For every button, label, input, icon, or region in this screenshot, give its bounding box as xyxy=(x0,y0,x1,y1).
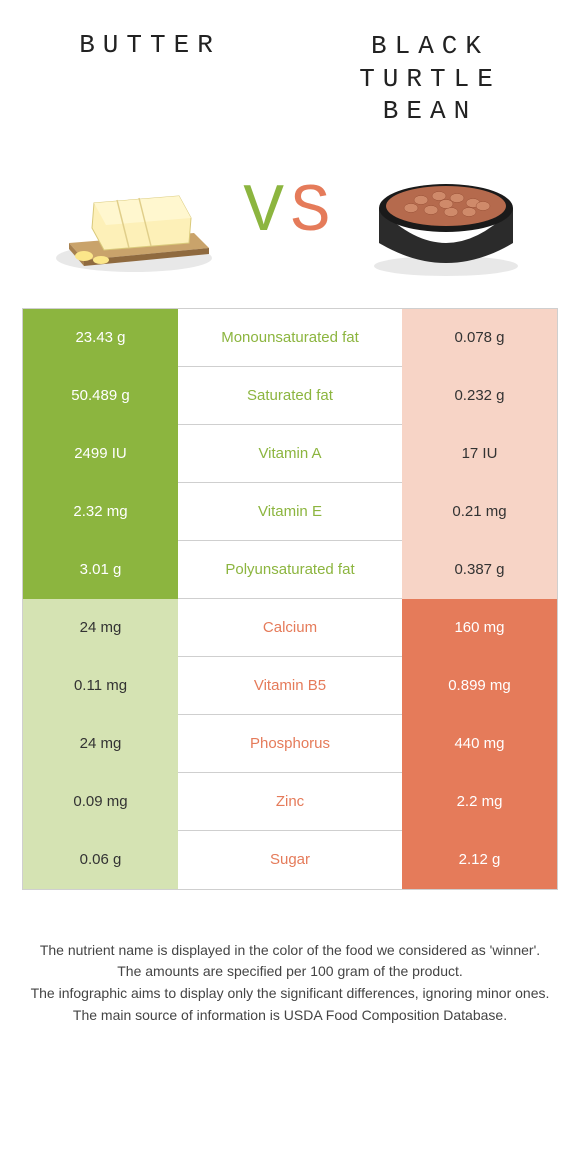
table-row: 50.489 gSaturated fat0.232 g xyxy=(23,367,557,425)
nutrient-name: Saturated fat xyxy=(178,367,402,425)
table-row: 0.06 gSugar2.12 g xyxy=(23,831,557,889)
footer-notes: The nutrient name is displayed in the co… xyxy=(0,890,580,1027)
right-value: 0.21 mg xyxy=(402,483,557,541)
header: BUTTER BLACK TURTLE BEAN xyxy=(0,0,580,138)
left-value: 3.01 g xyxy=(23,541,178,599)
left-value: 0.09 mg xyxy=(23,773,178,831)
nutrient-name: Zinc xyxy=(178,773,402,831)
nutrient-name: Vitamin B5 xyxy=(178,657,402,715)
hero-row: VS xyxy=(0,138,580,308)
left-value: 2499 IU xyxy=(23,425,178,483)
table-row: 2499 IUVitamin A17 IU xyxy=(23,425,557,483)
nutrient-name: Monounsaturated fat xyxy=(178,309,402,367)
table-row: 0.11 mgVitamin B50.899 mg xyxy=(23,657,557,715)
right-value: 0.387 g xyxy=(402,541,557,599)
butter-image xyxy=(49,148,219,278)
nutrient-name: Vitamin A xyxy=(178,425,402,483)
right-value: 2.2 mg xyxy=(402,773,557,831)
beans-image xyxy=(361,148,531,278)
table-row: 0.09 mgZinc2.2 mg xyxy=(23,773,557,831)
footer-line: The nutrient name is displayed in the co… xyxy=(30,940,550,962)
left-value: 0.11 mg xyxy=(23,657,178,715)
right-value: 160 mg xyxy=(402,599,557,657)
left-value: 23.43 g xyxy=(23,309,178,367)
right-value: 0.078 g xyxy=(402,309,557,367)
left-value: 50.489 g xyxy=(23,367,178,425)
table-row: 2.32 mgVitamin E0.21 mg xyxy=(23,483,557,541)
footer-line: The amounts are specified per 100 gram o… xyxy=(30,961,550,983)
vs-label: VS xyxy=(243,174,337,251)
left-value: 2.32 mg xyxy=(23,483,178,541)
nutrient-name: Sugar xyxy=(178,831,402,889)
right-value: 0.232 g xyxy=(402,367,557,425)
table-row: 24 mgPhosphorus440 mg xyxy=(23,715,557,773)
table-row: 3.01 gPolyunsaturated fat0.387 g xyxy=(23,541,557,599)
right-value: 0.899 mg xyxy=(402,657,557,715)
right-value: 2.12 g xyxy=(402,831,557,889)
left-food-title: BUTTER xyxy=(40,30,260,60)
comparison-table: 23.43 gMonounsaturated fat0.078 g50.489 … xyxy=(22,308,558,890)
left-value: 0.06 g xyxy=(23,831,178,889)
left-value: 24 mg xyxy=(23,599,178,657)
footer-line: The main source of information is USDA F… xyxy=(30,1005,550,1027)
right-value: 440 mg xyxy=(402,715,557,773)
table-row: 23.43 gMonounsaturated fat0.078 g xyxy=(23,309,557,367)
left-value: 24 mg xyxy=(23,715,178,773)
footer-line: The infographic aims to display only the… xyxy=(30,983,550,1005)
right-food-title: BLACK TURTLE BEAN xyxy=(320,30,540,128)
nutrient-name: Vitamin E xyxy=(178,483,402,541)
table-row: 24 mgCalcium160 mg xyxy=(23,599,557,657)
right-value: 17 IU xyxy=(402,425,557,483)
nutrient-name: Phosphorus xyxy=(178,715,402,773)
nutrient-name: Polyunsaturated fat xyxy=(178,541,402,599)
nutrient-name: Calcium xyxy=(178,599,402,657)
